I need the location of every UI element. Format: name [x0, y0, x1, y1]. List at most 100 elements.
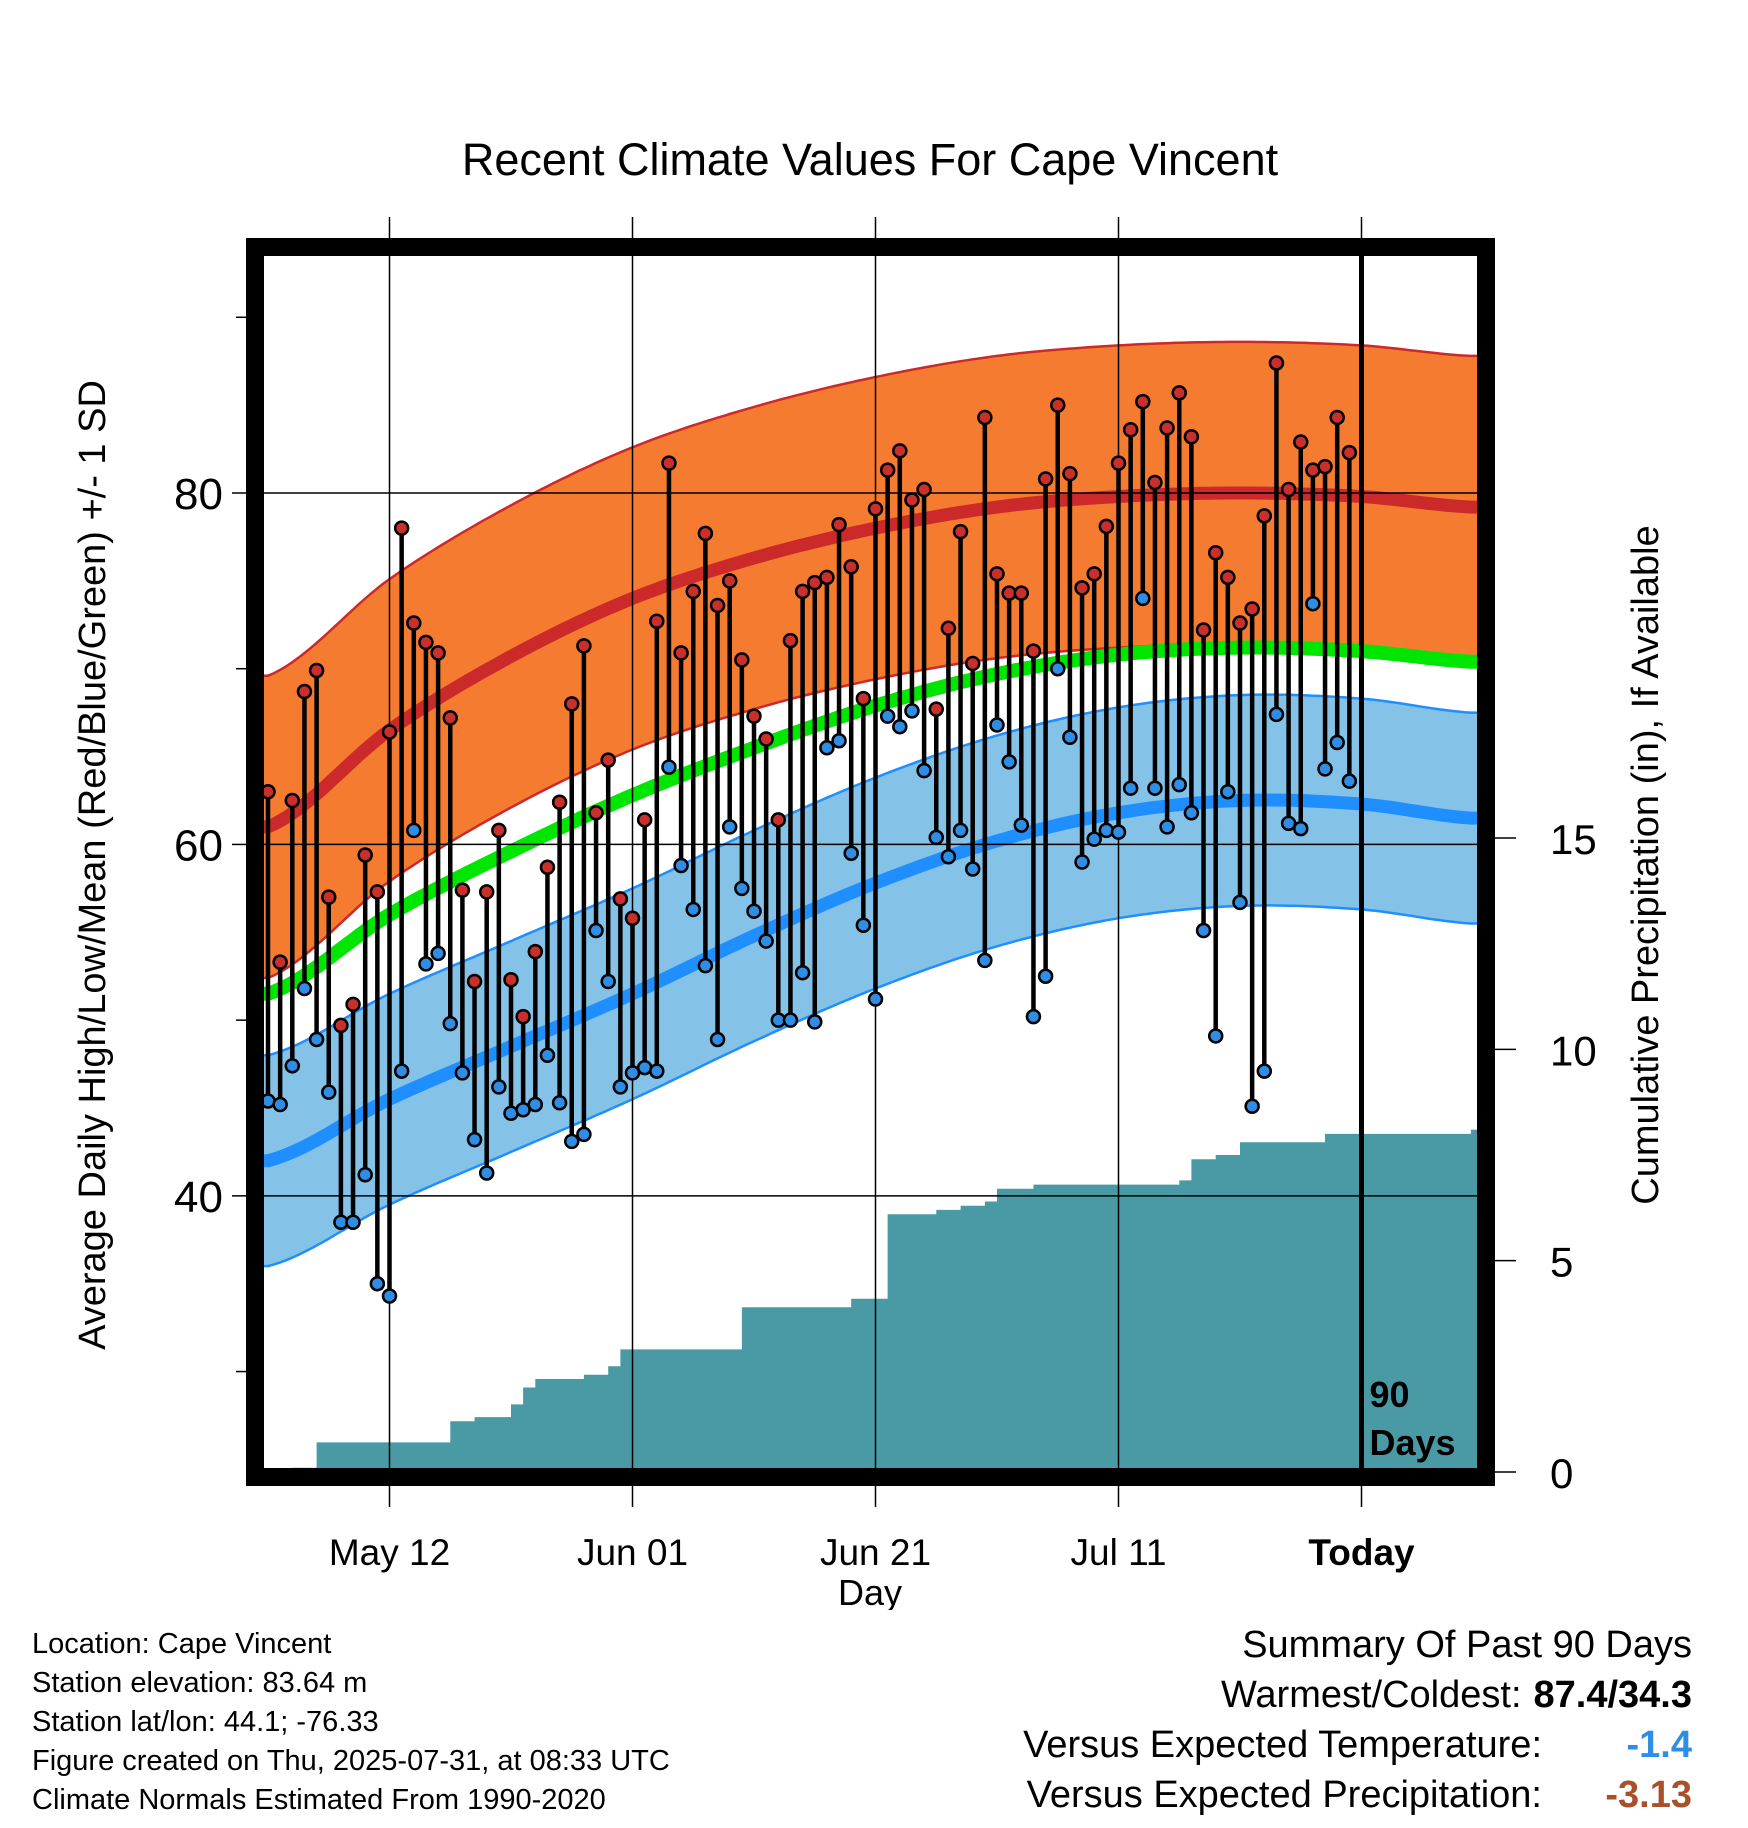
high-sd-band — [255, 341, 1483, 978]
daily-low-point — [491, 1079, 507, 1095]
daily-low-point — [551, 1094, 568, 1111]
daily-high-point — [721, 573, 738, 589]
daily-high-point — [612, 891, 629, 907]
daily-high-point — [333, 1017, 349, 1034]
daily-low-point — [1062, 729, 1078, 745]
daily-low-point — [1171, 776, 1187, 793]
x-tick-label: Jul 11 — [1071, 1532, 1167, 1573]
summary-temp-row: Versus Expected Temperature: -1.4 — [1023, 1720, 1692, 1770]
x-tick-label: Jun 01 — [577, 1532, 688, 1573]
precip-value: -3.13 — [1605, 1774, 1692, 1816]
daily-high-point — [989, 566, 1005, 582]
daily-low-point — [697, 957, 714, 974]
daily-low-point — [879, 708, 896, 724]
daily-low-point — [418, 956, 434, 972]
daily-high-point — [636, 812, 653, 828]
daily-low-point — [1341, 773, 1358, 789]
daily-high-point — [1025, 643, 1042, 659]
daily-low-point — [940, 848, 957, 865]
daily-high-point — [794, 583, 811, 600]
daily-high-point — [503, 971, 519, 988]
daily-high-point — [649, 613, 665, 630]
daily-high-point — [1062, 465, 1078, 482]
daily-high-point — [588, 805, 604, 821]
daily-high-point — [746, 708, 762, 724]
daily-low-point — [952, 822, 969, 839]
daily-high-point — [284, 792, 301, 809]
daily-high-point — [1293, 434, 1309, 450]
daily-low-point — [1013, 817, 1030, 833]
summary-warmest-row: Warmest/Coldest: 87.4/34.3 — [1023, 1670, 1692, 1720]
daily-high-point — [321, 889, 337, 905]
daily-high-point — [782, 632, 799, 649]
daily-high-point — [770, 812, 787, 828]
daily-low-point — [296, 980, 313, 997]
daily-low-point — [1098, 822, 1115, 839]
daily-high-point — [369, 884, 386, 900]
summary-precip-row: Versus Expected Precipitation: -3.13 — [1023, 1770, 1692, 1820]
daily-low-point — [904, 703, 920, 719]
daily-low-point — [661, 759, 677, 775]
daily-high-point — [1037, 471, 1054, 487]
daily-high-point — [952, 523, 969, 540]
chart-title: Recent Climate Values For Cape Vincent — [462, 134, 1279, 185]
daily-low-point — [916, 762, 932, 779]
daily-high-point — [466, 973, 483, 990]
info-normals: Climate Normals Estimated From 1990-2020 — [32, 1784, 606, 1816]
daily-low-point — [393, 1063, 410, 1079]
daily-high-point — [381, 724, 398, 740]
daily-high-point — [977, 409, 993, 426]
daily-low-point — [1305, 595, 1321, 612]
daily-low-point — [345, 1214, 361, 1230]
daily-low-point — [928, 829, 944, 846]
daily-high-point — [1122, 421, 1139, 438]
cumulative-precip-area — [268, 1129, 1486, 1477]
daily-low-point — [1244, 1098, 1260, 1114]
daily-high-point — [1256, 508, 1273, 524]
daily-low-point — [1086, 831, 1102, 847]
daily-high-point — [916, 481, 932, 498]
info-created: Figure created on Thu, 2025-07-31, at 08… — [32, 1745, 670, 1777]
daily-low-point — [843, 845, 859, 861]
daily-high-point — [418, 634, 434, 651]
daily-low-point — [1293, 820, 1309, 837]
low-sd-band — [255, 694, 1483, 1267]
daily-high-point — [709, 597, 726, 614]
daily-low-point — [588, 922, 604, 939]
daily-low-point — [1329, 734, 1345, 751]
daily-low-point — [989, 717, 1005, 733]
daily-low-point — [600, 973, 616, 990]
daily-low-point — [442, 1015, 458, 1032]
daily-low-point — [1232, 894, 1248, 911]
daily-low-point — [1268, 706, 1285, 723]
y-tick-label: 40 — [174, 1173, 223, 1222]
daily-low-point — [272, 1096, 288, 1113]
daily-high-point — [1268, 355, 1285, 371]
daily-high-point — [819, 569, 835, 586]
daily-high-point — [272, 954, 288, 970]
daily-low-point — [673, 857, 689, 874]
daily-high-point — [1244, 601, 1260, 617]
daily-high-point — [1317, 458, 1333, 475]
daily-high-point — [867, 501, 884, 517]
daily-high-point — [430, 645, 446, 661]
daily-high-point — [1050, 397, 1066, 413]
daily-high-point — [393, 520, 410, 536]
daily-low-point — [539, 1047, 556, 1064]
plot-frame — [246, 238, 1495, 1486]
daily-low-point — [357, 1167, 373, 1183]
daily-high-point — [600, 752, 616, 768]
daily-low-point — [564, 1133, 580, 1150]
daily-high-point — [1074, 580, 1090, 596]
daily-low-point — [430, 945, 446, 962]
station-info: Location: Cape Vincent Station elevation… — [32, 1625, 670, 1820]
daily-high-point — [879, 462, 896, 478]
daily-low-point — [1183, 805, 1200, 821]
daily-high-point — [1220, 569, 1236, 586]
daily-high-point — [1183, 429, 1200, 445]
x-tick-label: Jun 21 — [820, 1532, 931, 1573]
daily-high-point — [296, 683, 313, 700]
daily-high-point — [1280, 481, 1297, 498]
daily-low-point — [454, 1065, 471, 1081]
daily-low-point — [1122, 780, 1139, 796]
